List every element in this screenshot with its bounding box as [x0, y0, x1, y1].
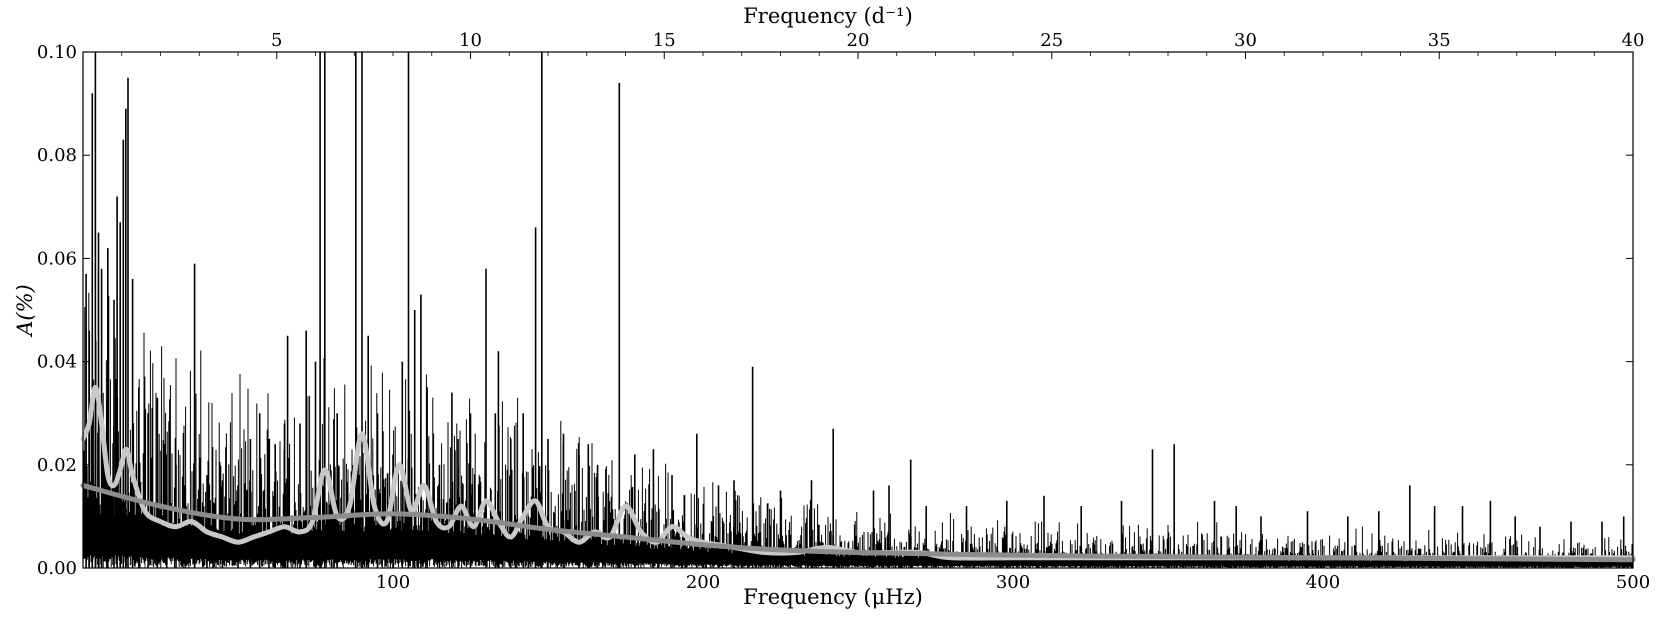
x-tick-label: 300: [996, 572, 1030, 593]
top-x-tick-label: 10: [459, 30, 482, 51]
top-x-tick-label: 20: [847, 30, 870, 51]
x-tick-label: 400: [1306, 572, 1340, 593]
y-tick-label: 0.06: [37, 248, 77, 269]
y-tick-label: 0.08: [37, 145, 77, 166]
axis-ticks: 100 200 300 400 500 0.00 0.02 0.04 0.06 0.08 0.10 5…: [37, 30, 1650, 593]
top-x-tick-label: 30: [1234, 30, 1257, 51]
noise-floor: [83, 292, 1634, 568]
x-tick-label: 200: [686, 572, 720, 593]
top-x-tick-label: 35: [1428, 30, 1451, 51]
background-fit-line: [80, 482, 1636, 563]
y-tick-label: 0.02: [37, 455, 77, 476]
noise-floor-trace: [83, 292, 1634, 568]
top-x-axis-label: Frequency (d⁻¹): [743, 4, 913, 28]
top-x-tick-label: 25: [1040, 30, 1063, 51]
x-axis-label: Frequency (μHz): [743, 585, 923, 609]
top-x-tick-label: 15: [653, 30, 676, 51]
top-x-tick-label: 5: [271, 30, 282, 51]
x-tick-label: 500: [1616, 572, 1650, 593]
y-axis-label: A(%): [13, 284, 37, 338]
y-tick-label: 0.00: [37, 558, 77, 579]
spectrum-peaks: [85, 52, 1625, 568]
x-tick-label: 100: [376, 572, 410, 593]
y-tick-label: 0.04: [37, 352, 77, 373]
top-x-tick-label: 40: [1622, 30, 1645, 51]
y-tick-label: 0.10: [37, 42, 77, 63]
